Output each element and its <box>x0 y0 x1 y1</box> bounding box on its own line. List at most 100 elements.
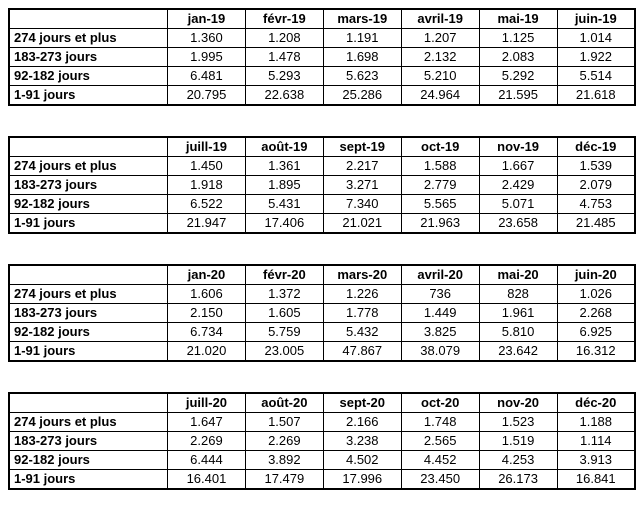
column-header: mai-19 <box>478 8 558 29</box>
table-row: 92-182 jours 6.522 5.431 7.340 5.565 5.071 4.7… <box>8 194 636 214</box>
column-header: sept-20 <box>322 392 402 413</box>
value-cell: 4.502 <box>322 450 402 470</box>
value-cell: 1.961 <box>478 303 558 323</box>
row-label: 183-273 jours <box>8 175 168 195</box>
value-cell: 47.867 <box>322 341 402 362</box>
value-cell: 1.698 <box>322 47 402 67</box>
table-row: 92-182 jours 6.481 5.293 5.623 5.210 5.292 5.5… <box>8 66 636 86</box>
value-cell: 6.481 <box>167 66 246 86</box>
value-cell: 2.166 <box>322 412 402 432</box>
value-cell: 17.996 <box>322 469 402 490</box>
value-cell: 21.020 <box>167 341 246 362</box>
value-cell: 2.269 <box>244 431 324 451</box>
value-cell: 2.429 <box>478 175 558 195</box>
value-cell: 21.947 <box>167 213 246 234</box>
value-cell: 25.286 <box>322 85 402 106</box>
row-label: 183-273 jours <box>8 47 168 67</box>
column-header: nov-19 <box>478 136 558 157</box>
column-header: juill-20 <box>167 392 246 413</box>
value-cell: 4.452 <box>400 450 480 470</box>
value-cell: 1.014 <box>556 28 636 48</box>
table-row: 183-273 jours 1.918 1.895 3.271 2.779 2.429 2.… <box>8 175 636 195</box>
column-header: juin-19 <box>556 8 636 29</box>
row-label: 92-182 jours <box>8 194 168 214</box>
value-cell: 1.507 <box>244 412 324 432</box>
value-cell: 16.312 <box>556 341 636 362</box>
row-label: 183-273 jours <box>8 303 168 323</box>
row-label: 92-182 jours <box>8 450 168 470</box>
corner-cell <box>8 136 168 157</box>
value-cell: 1.207 <box>400 28 480 48</box>
value-cell: 1.647 <box>167 412 246 432</box>
value-cell: 23.642 <box>478 341 558 362</box>
row-label: 274 jours et plus <box>8 156 168 176</box>
value-cell: 5.293 <box>244 66 324 86</box>
value-cell: 1.778 <box>322 303 402 323</box>
value-cell: 24.964 <box>400 85 480 106</box>
column-header: mars-20 <box>322 264 402 285</box>
value-cell: 21.595 <box>478 85 558 106</box>
value-cell: 1.748 <box>400 412 480 432</box>
value-cell: 6.444 <box>167 450 246 470</box>
table-row: 274 jours et plus 1.606 1.372 1.226 736 828 1.… <box>8 284 636 304</box>
value-cell: 1.667 <box>478 156 558 176</box>
value-cell: 1.895 <box>244 175 324 195</box>
value-cell: 1.188 <box>556 412 636 432</box>
data-table-2020-juill-dec: juill-20 août-20 sept-20 oct-20 nov-20 déc-20… <box>8 392 636 490</box>
value-cell: 2.268 <box>556 303 636 323</box>
value-cell: 5.759 <box>244 322 324 342</box>
value-cell: 5.292 <box>478 66 558 86</box>
value-cell: 23.658 <box>478 213 558 234</box>
value-cell: 5.514 <box>556 66 636 86</box>
table-row: 274 jours et plus 1.360 1.208 1.191 1.207 1.1… <box>8 28 636 48</box>
value-cell: 1.450 <box>167 156 246 176</box>
row-label: 92-182 jours <box>8 66 168 86</box>
value-cell: 2.565 <box>400 431 480 451</box>
column-header: mai-20 <box>478 264 558 285</box>
value-cell: 1.922 <box>556 47 636 67</box>
table-row: 1-91 jours 21.947 17.406 21.021 21.963 23.658… <box>8 213 636 234</box>
table-row: 183-273 jours 2.150 1.605 1.778 1.449 1.961 2.… <box>8 303 636 323</box>
value-cell: 5.431 <box>244 194 324 214</box>
column-header: mars-19 <box>322 8 402 29</box>
column-header: avril-20 <box>400 264 480 285</box>
row-label: 274 jours et plus <box>8 28 168 48</box>
table-row: 183-273 jours 1.995 1.478 1.698 2.132 2.083 1.… <box>8 47 636 67</box>
column-header: avril-19 <box>400 8 480 29</box>
value-cell: 21.963 <box>400 213 480 234</box>
value-cell: 736 <box>400 284 480 304</box>
row-label: 274 jours et plus <box>8 412 168 432</box>
row-label: 92-182 jours <box>8 322 168 342</box>
column-header: sept-19 <box>322 136 402 157</box>
value-cell: 5.210 <box>400 66 480 86</box>
value-cell: 38.079 <box>400 341 480 362</box>
row-label: 1-91 jours <box>8 213 168 234</box>
corner-cell <box>8 392 168 413</box>
value-cell: 7.340 <box>322 194 402 214</box>
value-cell: 5.810 <box>478 322 558 342</box>
column-header: févr-20 <box>244 264 324 285</box>
value-cell: 2.779 <box>400 175 480 195</box>
value-cell: 4.753 <box>556 194 636 214</box>
value-cell: 16.401 <box>167 469 246 490</box>
value-cell: 2.083 <box>478 47 558 67</box>
value-cell: 6.925 <box>556 322 636 342</box>
value-cell: 2.150 <box>167 303 246 323</box>
value-cell: 5.432 <box>322 322 402 342</box>
column-header: déc-20 <box>556 392 636 413</box>
value-cell: 5.071 <box>478 194 558 214</box>
header-row: juill-20 août-20 sept-20 oct-20 nov-20 déc-20 <box>8 392 636 413</box>
value-cell: 1.918 <box>167 175 246 195</box>
value-cell: 1.588 <box>400 156 480 176</box>
table-row: 1-91 jours 21.020 23.005 47.867 38.079 23.642… <box>8 341 636 362</box>
value-cell: 6.522 <box>167 194 246 214</box>
value-cell: 1.360 <box>167 28 246 48</box>
value-cell: 3.892 <box>244 450 324 470</box>
value-cell: 1.449 <box>400 303 480 323</box>
column-header: juin-20 <box>556 264 636 285</box>
value-cell: 2.217 <box>322 156 402 176</box>
row-label: 1-91 jours <box>8 341 168 362</box>
value-cell: 22.638 <box>244 85 324 106</box>
value-cell: 21.021 <box>322 213 402 234</box>
